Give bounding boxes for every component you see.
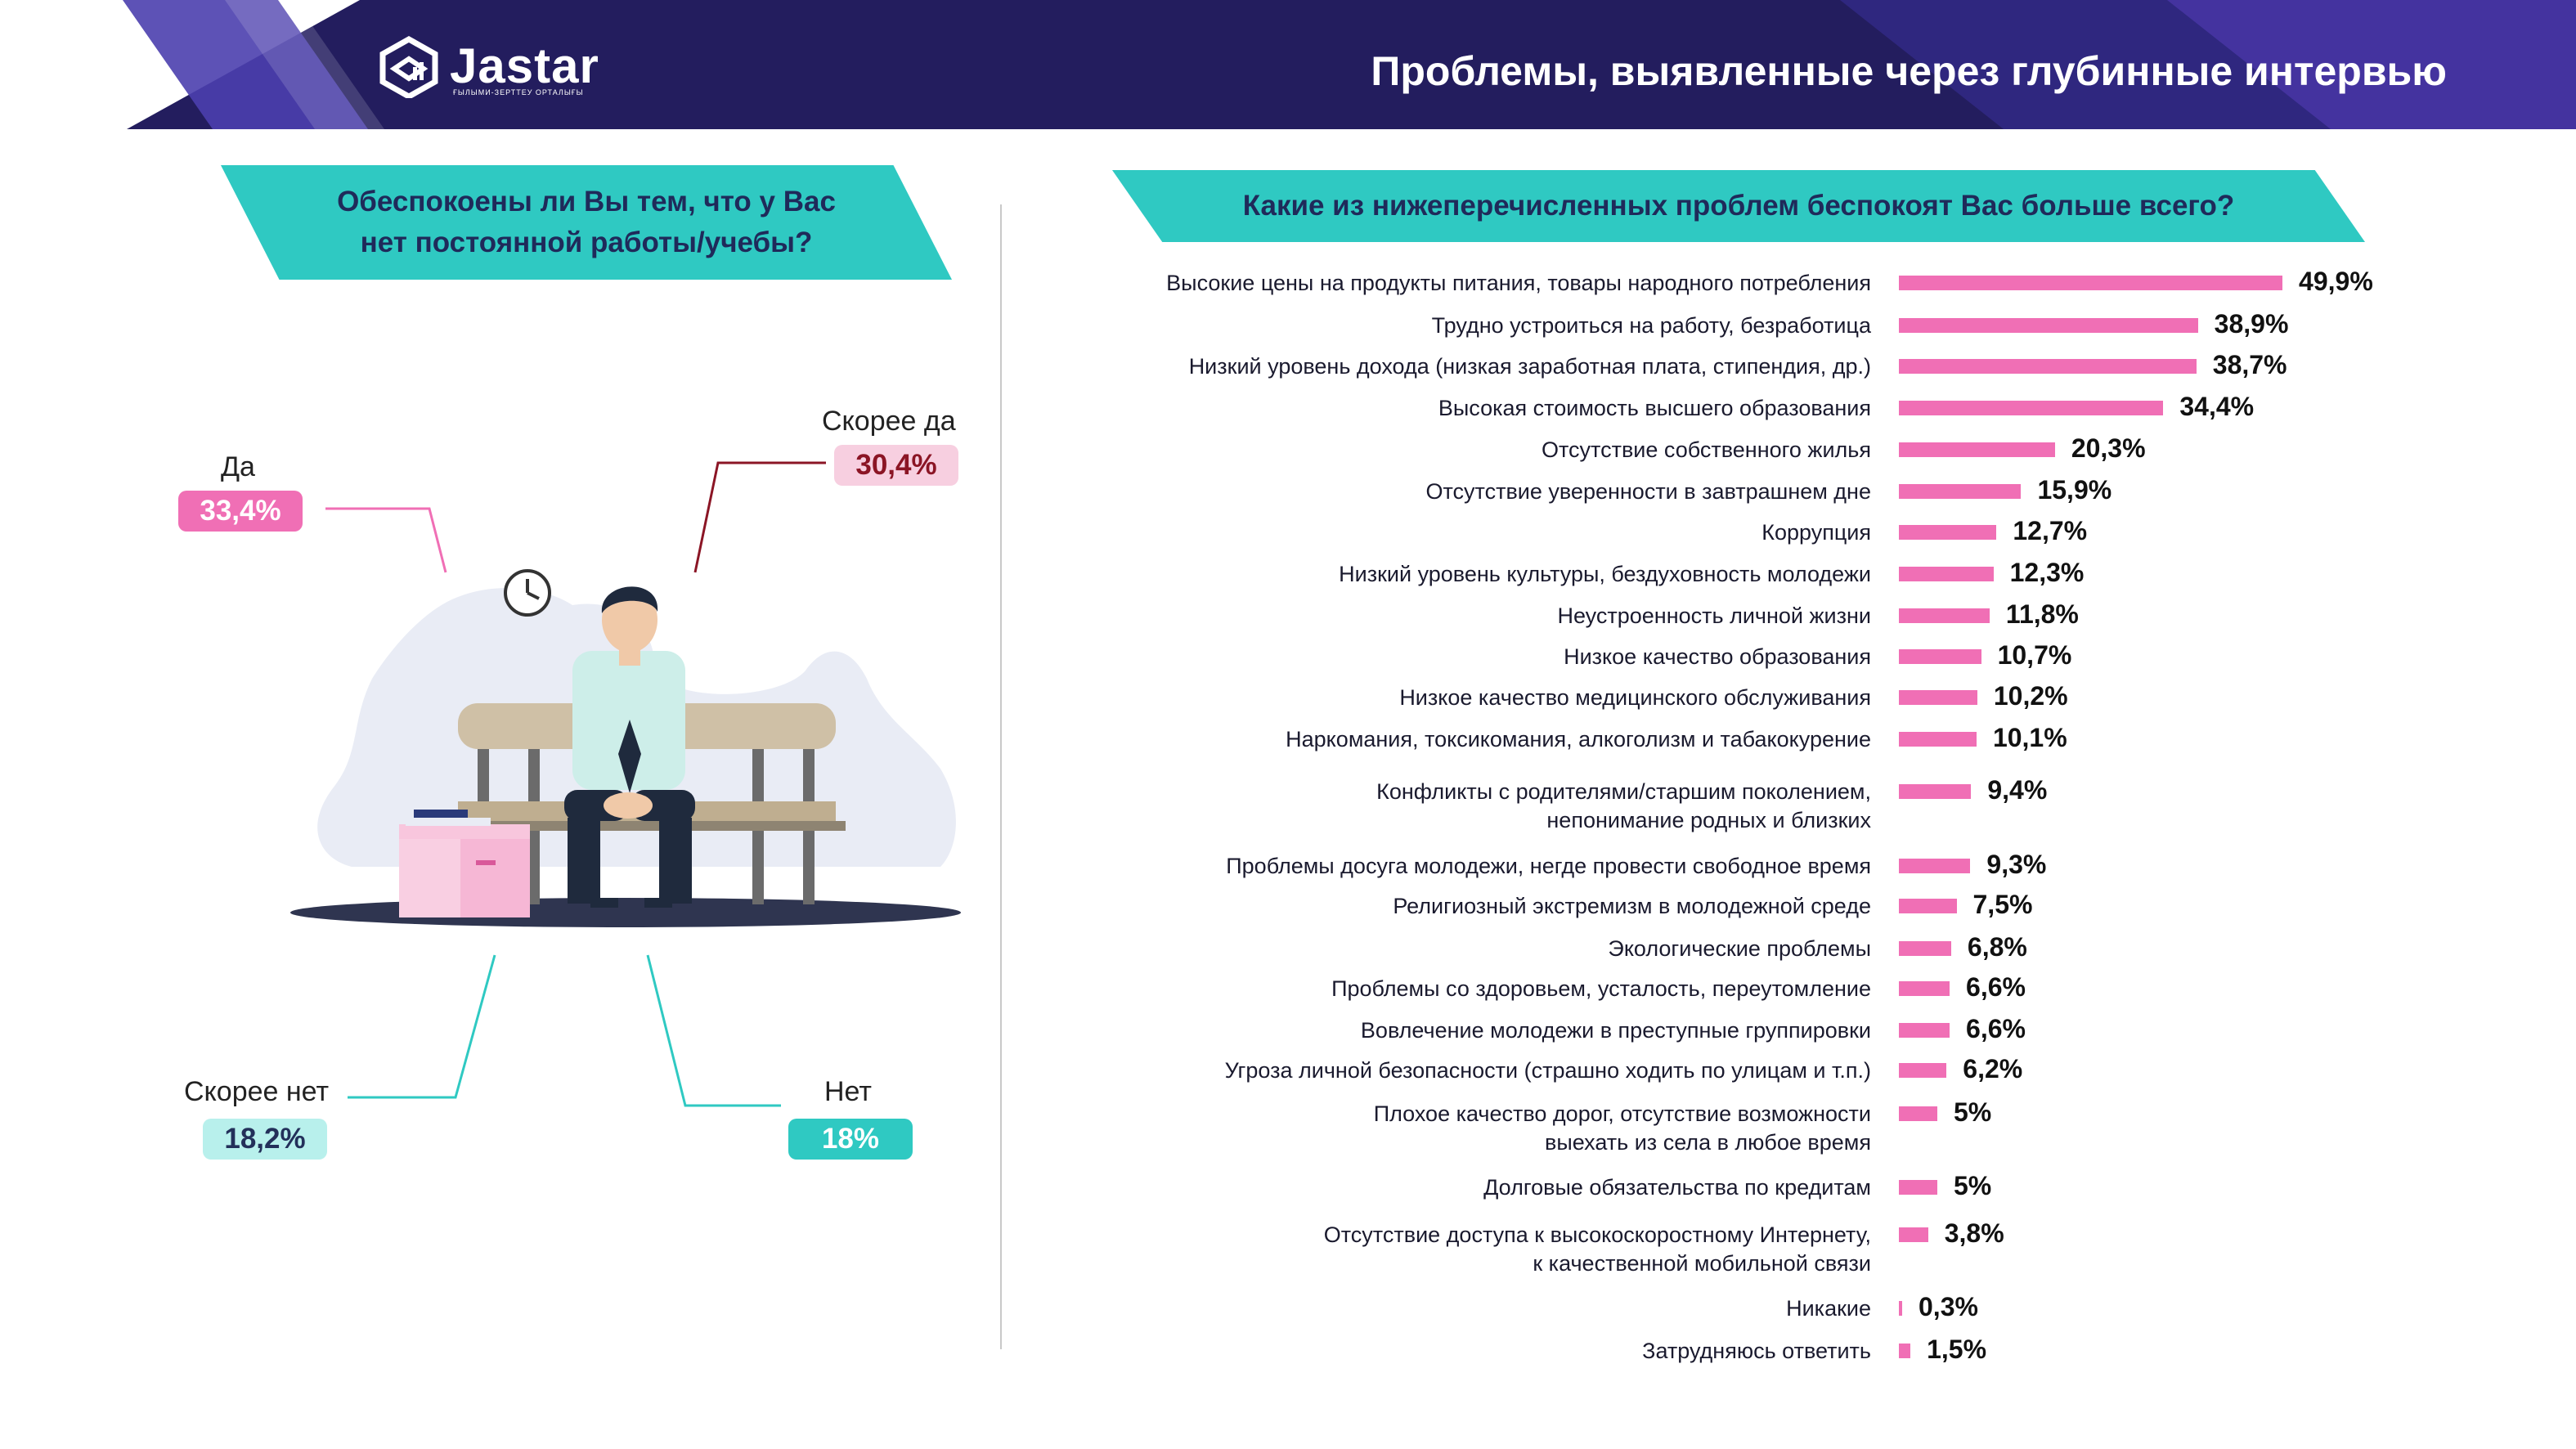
bar	[1899, 608, 1990, 623]
bar-label: Проблемы со здоровьем, усталость, переут…	[1331, 976, 1871, 1001]
bar-value-label: 20,3%	[2071, 433, 2146, 463]
callout-lines	[325, 461, 826, 1107]
bar	[1899, 899, 1957, 913]
bar-value-label: 0,3%	[1919, 1292, 1978, 1321]
bar-label: Долговые обязательства по кредитам	[1483, 1175, 1871, 1200]
bar-label: Наркомания, токсикомания, алкоголизм и т…	[1286, 727, 1871, 751]
bar	[1899, 442, 2055, 457]
answer-net-value: 18%	[788, 1119, 913, 1160]
bar-value-label: 1,5%	[1927, 1335, 1987, 1364]
bar-value-label: 10,2%	[1993, 681, 2068, 711]
bar	[1899, 784, 1972, 799]
bar-label: Трудно устроиться на работу, безработица	[1431, 313, 1871, 338]
bar-label: Высокие цены на продукты питания, товары…	[1166, 271, 1871, 295]
bar-label: Никакие	[1786, 1296, 1871, 1321]
bar-label: Отсутствие уверенности в завтрашнем дне	[1425, 479, 1871, 504]
bar	[1899, 649, 1981, 664]
bar-label: Вовлечение молодежи в преступные группир…	[1360, 1018, 1871, 1043]
bar	[1899, 1301, 1902, 1316]
bar	[1899, 859, 1971, 873]
bar-label: Неустроенность личной жизни	[1557, 603, 1871, 628]
bar	[1899, 1106, 1937, 1121]
bar-value-label: 10,1%	[1992, 723, 2067, 752]
bar-value-label: 9,4%	[1987, 775, 2048, 805]
left-question-banner: Обеспокоены ли Вы тем, что у Вас нет пос…	[221, 165, 952, 280]
bar-value-label: 5%	[1954, 1171, 1992, 1200]
page-title: Проблемы, выявленные через глубинные инт…	[1371, 48, 2447, 94]
bar-label: Религиозный экстремизм в молодежной сред…	[1393, 894, 1871, 918]
bar-value-label: 7,5%	[1972, 890, 2033, 919]
bar-value-label: 6,2%	[1963, 1054, 2023, 1083]
bar-label: Высокая стоимость высшего образования	[1438, 396, 1871, 420]
bar-label: Низкий уровень культуры, бездуховность м…	[1339, 562, 1871, 586]
problems-bar-chart: Высокие цены на продукты питания, товары…	[1022, 0, 2576, 1449]
logo-mark-icon	[379, 36, 438, 98]
bar	[1899, 276, 2283, 290]
bar-label: Отсутствие доступа к высокоскоростному И…	[1323, 1222, 1871, 1276]
bar	[1899, 318, 2198, 333]
bar-label: Затрудняюсь ответить	[1642, 1339, 1871, 1363]
bar	[1899, 690, 1977, 705]
header-bar: Jastar ҒЫЛЫМИ-ЗЕРТТЕУ ОРТАЛЫҒЫ Проблемы,…	[0, 0, 2576, 129]
bar	[1899, 1227, 1928, 1242]
bar-label: Низкое качество образования	[1564, 644, 1871, 669]
bar	[1899, 1063, 1947, 1078]
bar	[1899, 567, 1994, 581]
bar	[1899, 1023, 1950, 1038]
bar-label: Коррупция	[1761, 520, 1871, 545]
bar-label: Угроза личной безопасности (страшно ходи…	[1224, 1058, 1871, 1083]
bar-label: Проблемы досуга молодежи, негде провести…	[1226, 854, 1871, 878]
answer-skoree-da-value: 30,4%	[834, 445, 958, 486]
bar	[1899, 1180, 1937, 1195]
left-question-text: Обеспокоены ли Вы тем, что у Вас нет пос…	[337, 186, 836, 258]
chart-title: Какие из нижеперечисленных проблем беспо…	[1242, 190, 2235, 222]
bar-label: Низкое качество медицинского обслуживани…	[1399, 685, 1871, 710]
answer-da-value: 33,4%	[178, 491, 303, 532]
bar-label: Отсутствие собственного жилья	[1541, 437, 1871, 462]
answer-da-label: Да	[221, 451, 255, 482]
answer-skoree-net-label: Скорее нет	[184, 1076, 330, 1107]
bar	[1899, 525, 1997, 540]
bar-value-label: 6,8%	[1967, 932, 2027, 962]
bar-value-label: 38,9%	[2214, 309, 2289, 339]
panel-divider	[1000, 204, 1002, 1349]
bar-value-label: 34,4%	[2179, 392, 2255, 421]
chart-title-banner: Какие из нижеперечисленных проблем беспо…	[1112, 170, 2365, 242]
bar	[1899, 1344, 1911, 1358]
answer-net-label: Нет	[824, 1076, 872, 1107]
jastar-logo[interactable]: Jastar ҒЫЛЫМИ-ЗЕРТТЕУ ОРТАЛЫҒЫ	[376, 36, 605, 98]
bar	[1899, 981, 1950, 996]
bar	[1899, 484, 2022, 499]
bar	[1899, 359, 2197, 374]
bar-value-label: 6,6%	[1966, 1014, 2026, 1043]
bar-value-label: 9,3%	[1986, 850, 2047, 879]
logo-subtext: ҒЫЛЫМИ-ЗЕРТТЕУ ОРТАЛЫҒЫ	[453, 88, 584, 96]
bar-value-label: 49,9%	[2299, 267, 2373, 296]
logo-text: Jastar	[450, 38, 599, 93]
bar-value-label: 6,6%	[1966, 972, 2026, 1002]
bar	[1899, 732, 1977, 747]
answer-skoree-net-value: 18,2%	[203, 1119, 327, 1160]
bar-value-label: 12,7%	[2013, 516, 2088, 545]
bar-label: Низкий уровень дохода (низкая заработная…	[1188, 354, 1871, 379]
bar-value-label: 38,7%	[2212, 350, 2287, 379]
bar-value-label: 11,8%	[2005, 599, 2079, 629]
bar-label: Плохое качество дорог, отсутствие возмож…	[1373, 1101, 1871, 1155]
answer-skoree-da-label: Скорее да	[822, 406, 956, 437]
bar	[1899, 941, 1951, 956]
bar-value-label: 3,8%	[1944, 1218, 2004, 1248]
bar-value-label: 15,9%	[2037, 475, 2112, 505]
bar-value-label: 5%	[1954, 1097, 1992, 1127]
bar-label: Конфликты с родителями/старшим поколение…	[1376, 779, 1871, 832]
header-decor	[0, 0, 2576, 129]
waiting-man-illustration	[290, 569, 961, 927]
bar-value-label: 10,7%	[1997, 640, 2072, 670]
bar-value-label: 12,3%	[2009, 558, 2085, 587]
bar	[1899, 401, 2164, 415]
bar-label: Экологические проблемы	[1608, 936, 1871, 961]
